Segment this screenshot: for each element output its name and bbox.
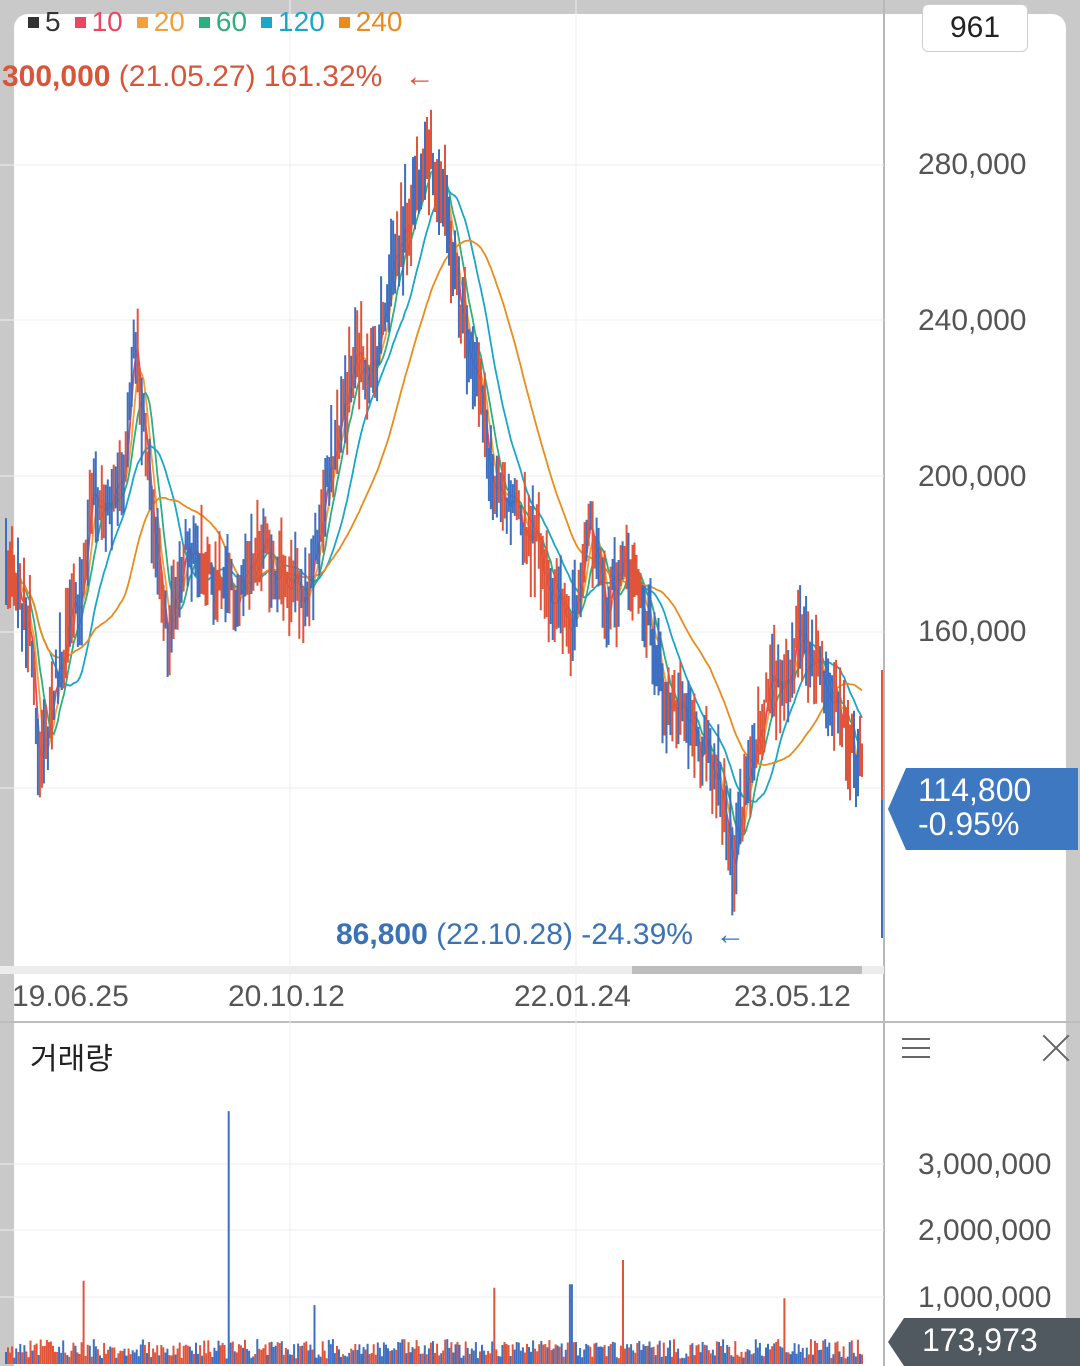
high-date: (21.05.27) bbox=[118, 60, 256, 93]
volume-y-tick-label: 1,000,000 bbox=[918, 1281, 1052, 1314]
price-tag-shape bbox=[888, 768, 1078, 850]
legend-ma120[interactable]: 120 bbox=[261, 6, 325, 38]
legend-swatch-ma5 bbox=[28, 16, 39, 28]
count-badge[interactable]: 961 bbox=[922, 4, 1028, 52]
y-tick-label: 200,000 bbox=[918, 460, 1027, 493]
menu-icon[interactable] bbox=[900, 1034, 932, 1062]
x-tick-label: 23.05.12 bbox=[734, 980, 851, 1013]
low-change: -24.39% bbox=[581, 918, 693, 951]
y-tick-label: 160,000 bbox=[918, 615, 1027, 648]
legend-label-ma60: 60 bbox=[215, 6, 248, 37]
time-scrollbar-track bbox=[0, 966, 884, 974]
period-low-annotation: 86,800 (22.10.28) -24.39% ← bbox=[336, 918, 745, 952]
moving-average-line-10 bbox=[5, 153, 863, 865]
legend-swatch-ma10 bbox=[74, 16, 86, 28]
moving-average-line-240 bbox=[5, 239, 863, 766]
low-date: (22.10.28) bbox=[436, 918, 573, 951]
legend-ma5[interactable]: 5 bbox=[28, 6, 61, 38]
low-price: 86,800 bbox=[336, 918, 428, 951]
x-tick-label: 20.10.12 bbox=[228, 980, 345, 1013]
period-high-annotation: 300,000 (21.05.27) 161.32% ← bbox=[2, 60, 435, 94]
legend-ma240[interactable]: 240 bbox=[338, 6, 403, 38]
legend-ma20[interactable]: 20 bbox=[136, 6, 185, 38]
legend-label-ma120: 120 bbox=[278, 6, 325, 37]
time-scrollbar-thumb bbox=[632, 966, 862, 974]
high-arrow-icon: ← bbox=[404, 60, 435, 93]
legend-ma60[interactable]: 60 bbox=[198, 6, 248, 38]
legend-swatch-ma240 bbox=[338, 16, 350, 28]
low-arrow-icon: ← bbox=[715, 918, 746, 951]
menu-icon-line bbox=[902, 1038, 930, 1040]
current-volume: 173,973 bbox=[922, 1322, 1038, 1358]
legend-label-ma10: 10 bbox=[91, 6, 123, 37]
high-price: 300,000 bbox=[2, 60, 111, 93]
legend-label-ma240: 240 bbox=[355, 6, 403, 37]
legend-label-ma5: 5 bbox=[45, 6, 61, 37]
volume-y-tick-label: 3,000,000 bbox=[918, 1148, 1052, 1181]
y-tick-label: 240,000 bbox=[918, 304, 1027, 337]
current-price-tag: 114,800 -0.95% bbox=[888, 768, 1078, 850]
moving-average-line-20 bbox=[5, 160, 863, 851]
legend-swatch-ma120 bbox=[261, 16, 273, 28]
x-tick-label: 22.01.24 bbox=[514, 980, 631, 1013]
volume-title: 거래량 bbox=[30, 1043, 113, 1076]
x-tick-label: 19.06.25 bbox=[12, 980, 129, 1013]
moving-average-line-60 bbox=[5, 169, 863, 836]
legend-label-ma20: 20 bbox=[153, 6, 185, 37]
menu-icon-line bbox=[902, 1047, 930, 1049]
y-tick-label: 280,000 bbox=[918, 148, 1027, 181]
current-volume-tag: 173,973 bbox=[888, 1318, 1080, 1366]
legend-swatch-ma20 bbox=[136, 16, 148, 28]
legend-swatch-ma60 bbox=[198, 16, 210, 28]
volume-tag-shape bbox=[888, 1318, 1080, 1366]
current-price: 114,800 bbox=[918, 772, 1032, 808]
legend-ma10[interactable]: 10 bbox=[74, 6, 123, 38]
chart-panel bbox=[14, 14, 1066, 1366]
close-icon[interactable] bbox=[1040, 1032, 1072, 1064]
high-change: 161.32% bbox=[263, 60, 383, 93]
moving-average-legend: 5 10 20 60 120 240 bbox=[28, 6, 402, 38]
current-change: -0.95% bbox=[918, 806, 1020, 842]
volume-y-tick-label: 2,000,000 bbox=[918, 1214, 1052, 1247]
menu-icon-line bbox=[902, 1056, 930, 1058]
